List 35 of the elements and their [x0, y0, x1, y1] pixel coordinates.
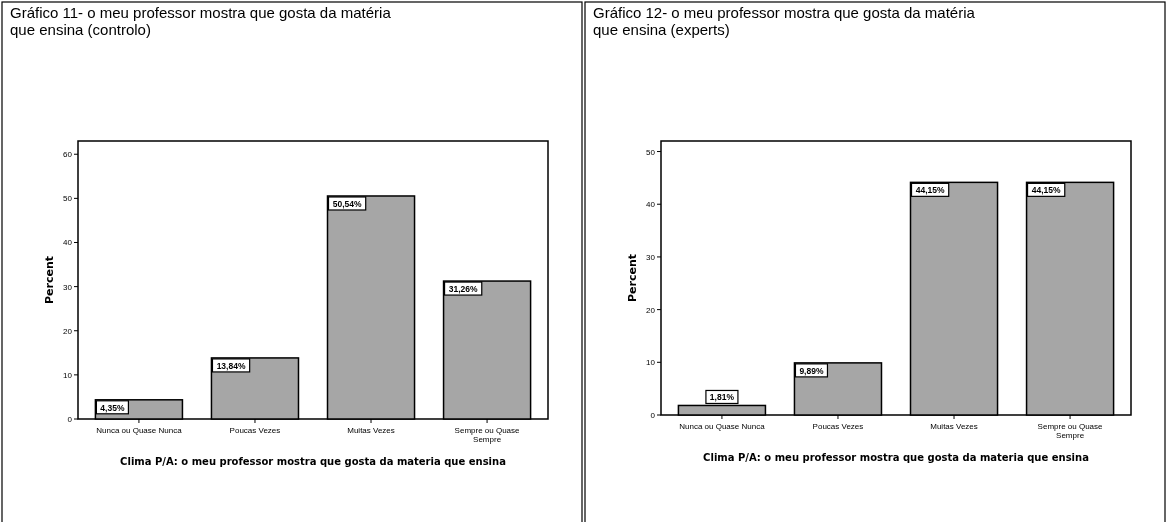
x-tick-label: Sempre ou Quase Sempre — [1037, 422, 1104, 440]
x-axis-title: Clima P/A: o meu professor mostra que gosta da materia que ensina — [703, 452, 1089, 463]
y-tick-label: 10 — [63, 370, 73, 380]
y-tick-label: 0 — [650, 411, 656, 420]
data-label: 4,35% — [100, 402, 125, 413]
data-label: 50,54% — [332, 198, 362, 209]
chart-title: Gráfico 11- o meu professor mostra que gosta da matéria que ensina (controlo) — [10, 4, 392, 38]
x-tick-label: Muitas Vezes — [347, 426, 395, 435]
y-tick-label: 10 — [646, 358, 656, 368]
y-tick-label: 60 — [63, 150, 73, 160]
data-label: 1,81% — [709, 392, 735, 403]
y-tick-label: 20 — [646, 305, 656, 315]
y-tick-label: 50 — [646, 147, 656, 157]
data-label: 13,84% — [216, 360, 246, 371]
y-tick-label: 30 — [63, 282, 73, 292]
x-tick-label: Poucas Vezes — [812, 422, 864, 431]
data-label: 9,89% — [799, 365, 824, 376]
x-tick-label: Nunca ou Quase Nunca — [96, 426, 183, 435]
y-tick-label: 50 — [63, 194, 73, 204]
x-tick-label: Sempre ou Quase Sempre — [454, 426, 521, 444]
x-tick-label: Nunca ou Quase Nunca — [679, 422, 766, 431]
x-tick-label: Poucas Vezes — [229, 426, 281, 435]
chart-title: Gráfico 12- o meu professor mostra que gosta da matéria que ensina (experts) — [593, 4, 976, 38]
y-tick-label: 0 — [67, 415, 73, 424]
y-tick-label: 40 — [63, 238, 73, 248]
y-axis-title: Percent — [626, 253, 639, 303]
x-axis-title: Clima P/A: o meu professor mostra que gosta da materia que ensina — [120, 456, 506, 467]
data-label: 31,26% — [448, 284, 478, 295]
data-label: 44,15% — [1031, 185, 1061, 196]
y-axis-title: Percent — [43, 255, 56, 305]
x-tick-label: Muitas Vezes — [930, 422, 978, 431]
y-tick-label: 20 — [63, 326, 73, 336]
y-tick-label: 40 — [646, 200, 656, 210]
y-tick-label: 30 — [646, 252, 656, 262]
data-label: 44,15% — [915, 185, 945, 196]
